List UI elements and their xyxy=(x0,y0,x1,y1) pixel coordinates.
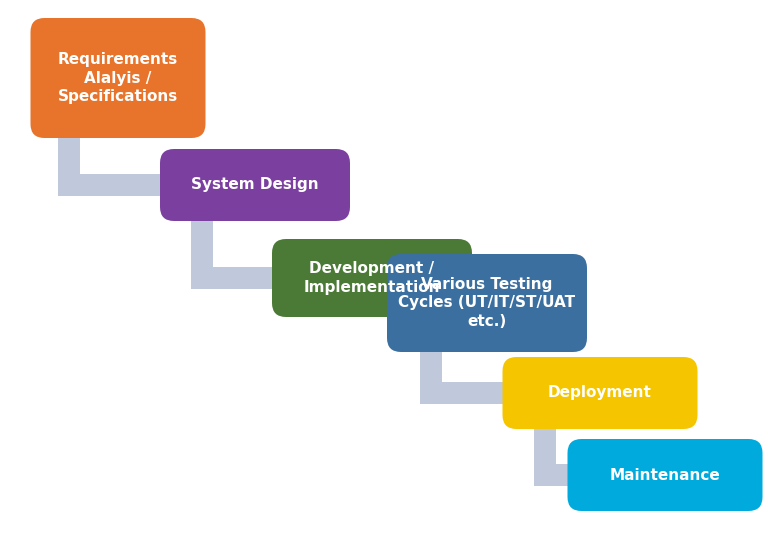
Polygon shape xyxy=(180,167,194,203)
Text: Requirements
Alalyis /
Specifications: Requirements Alalyis / Specifications xyxy=(58,52,178,104)
Polygon shape xyxy=(190,267,292,289)
Text: Development /
Implementation: Development / Implementation xyxy=(304,261,440,295)
Polygon shape xyxy=(305,314,327,317)
Polygon shape xyxy=(535,429,556,486)
FancyBboxPatch shape xyxy=(272,239,472,317)
Polygon shape xyxy=(588,457,602,493)
Text: System Design: System Design xyxy=(191,177,319,192)
Text: Various Testing
Cycles (UT/IT/ST/UAT
etc.): Various Testing Cycles (UT/IT/ST/UAT etc… xyxy=(399,277,575,329)
Text: Deployment: Deployment xyxy=(548,385,652,400)
Polygon shape xyxy=(305,292,407,314)
FancyBboxPatch shape xyxy=(502,357,697,429)
Polygon shape xyxy=(535,464,588,486)
Polygon shape xyxy=(292,260,306,296)
FancyBboxPatch shape xyxy=(568,439,763,511)
FancyBboxPatch shape xyxy=(31,18,206,138)
Text: Maintenance: Maintenance xyxy=(610,467,720,482)
Polygon shape xyxy=(420,382,522,404)
Polygon shape xyxy=(58,174,180,196)
Polygon shape xyxy=(58,138,80,196)
FancyBboxPatch shape xyxy=(160,149,350,221)
Polygon shape xyxy=(420,352,442,404)
Polygon shape xyxy=(190,221,213,289)
Polygon shape xyxy=(407,285,422,321)
Polygon shape xyxy=(522,375,537,411)
FancyBboxPatch shape xyxy=(387,254,587,352)
